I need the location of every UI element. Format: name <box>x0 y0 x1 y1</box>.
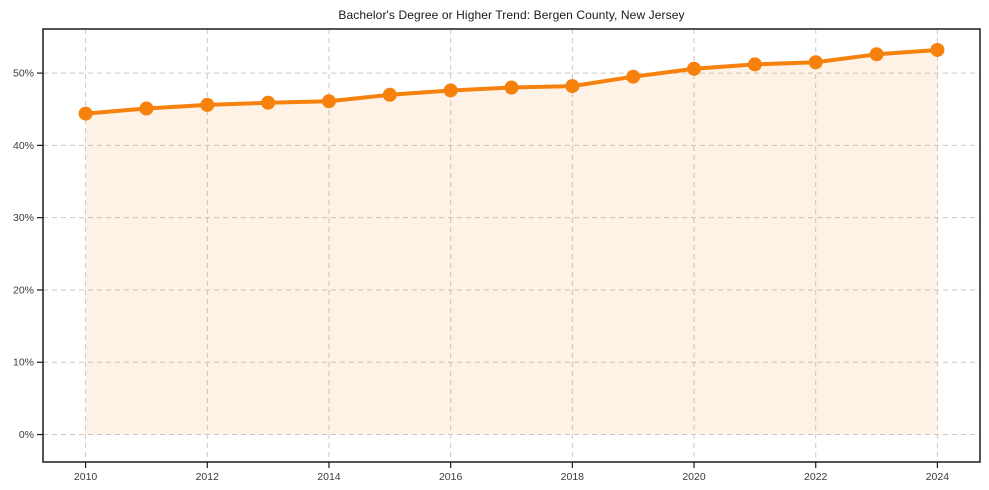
data-point <box>687 61 702 76</box>
data-point <box>382 87 397 102</box>
data-point <box>747 57 762 72</box>
y-tick-label: 10% <box>13 357 34 369</box>
data-point <box>261 95 276 110</box>
y-tick-label: 50% <box>13 68 34 80</box>
x-tick-label: 2012 <box>196 471 220 483</box>
data-point <box>930 42 945 57</box>
data-point <box>139 101 154 116</box>
data-point <box>200 97 215 112</box>
area-fill <box>85 49 938 435</box>
y-tick-label: 20% <box>13 284 34 296</box>
x-tick-label: 2016 <box>439 471 463 483</box>
data-point <box>443 83 458 98</box>
plot-frame <box>42 28 981 463</box>
data-point <box>504 80 519 95</box>
x-tick-label: 2020 <box>682 471 706 483</box>
y-tick-label: 30% <box>13 212 34 224</box>
data-point <box>78 106 93 121</box>
x-tick-label: 2010 <box>74 471 98 483</box>
x-tick-label: 2024 <box>926 471 950 483</box>
y-tick-label: 0% <box>19 429 34 441</box>
data-point <box>321 94 336 109</box>
data-point <box>565 79 580 94</box>
data-point <box>808 55 823 70</box>
x-tick-label: 2022 <box>804 471 828 483</box>
data-point <box>626 69 641 84</box>
chart-title: Bachelor's Degree or Higher Trend: Berge… <box>338 8 685 22</box>
x-tick-label: 2014 <box>317 471 341 483</box>
y-tick-label: 40% <box>13 140 34 152</box>
x-tick-label: 2018 <box>561 471 585 483</box>
data-point <box>869 47 884 62</box>
